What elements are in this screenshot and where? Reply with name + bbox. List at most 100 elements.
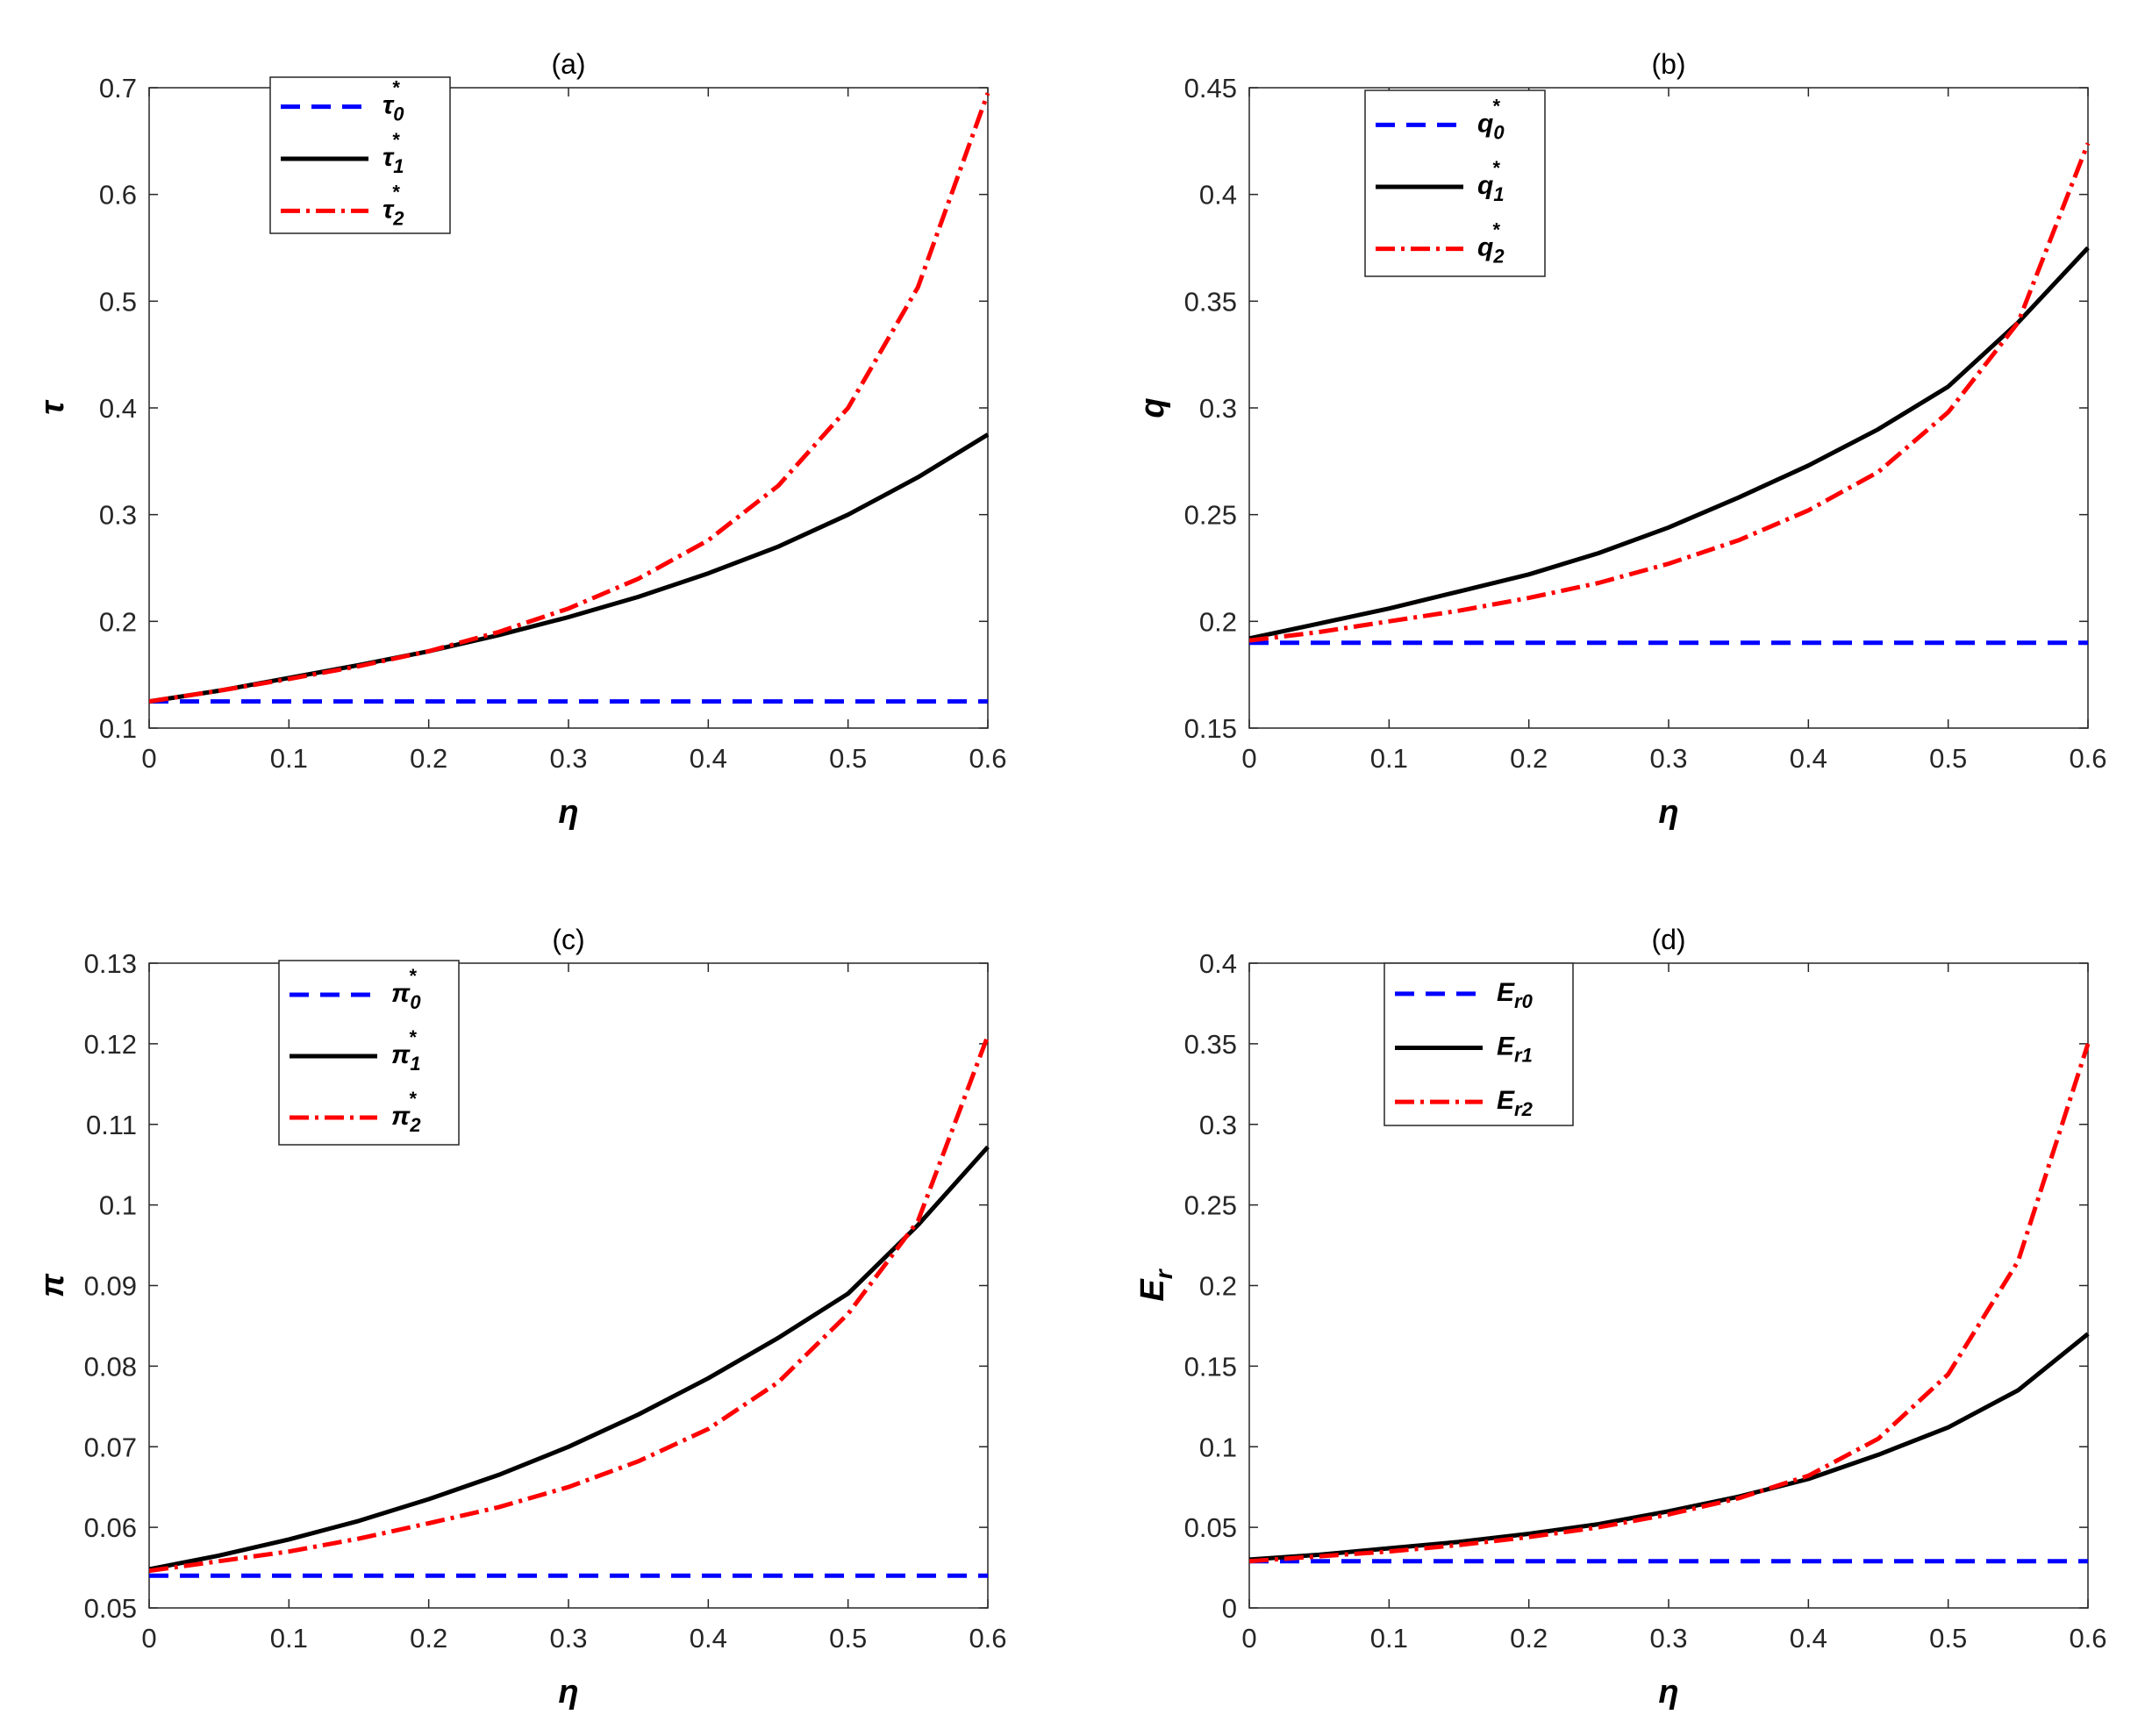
x-tick-label: 0.2: [1510, 743, 1548, 774]
x-tick-label: 0.2: [410, 743, 447, 774]
y-tick-label: 0.09: [84, 1271, 137, 1302]
x-tick-label: 0.3: [1649, 1623, 1687, 1654]
x-tick-label: 0: [1241, 1623, 1256, 1654]
x-axis-label: η: [1658, 1674, 1678, 1711]
y-axis-label: q: [1134, 397, 1171, 418]
legend-label: τ2*: [383, 181, 404, 229]
legend-label: π1*: [391, 1026, 421, 1075]
y-tick-label: 0.1: [99, 1190, 137, 1221]
y-tick-label: 0.3: [99, 500, 137, 531]
x-tick-label: 0.2: [410, 1623, 447, 1654]
series-line-Er1: [1249, 1332, 2090, 1562]
x-tick-label: 0.1: [1370, 1623, 1408, 1654]
legend-label: q0*: [1477, 95, 1505, 143]
legend-label: q1*: [1477, 157, 1505, 205]
x-tick-label: 0.5: [829, 1623, 867, 1654]
x-tick-label: 0: [141, 743, 156, 774]
y-tick-label: 0.11: [86, 1110, 137, 1140]
x-tick-label: 0.3: [1649, 743, 1687, 774]
y-tick-label: 0.35: [1184, 1029, 1237, 1060]
y-tick-label: 0: [1222, 1593, 1237, 1624]
x-tick-label: 0.1: [270, 743, 308, 774]
legend: π0* π1* π2*: [278, 960, 460, 1146]
y-tick-label: 0.7: [99, 73, 137, 104]
y-tick-label: 0.25: [1184, 500, 1237, 531]
series-line-q*2: [1249, 142, 2090, 643]
legend-label: Er0: [1497, 978, 1534, 1012]
y-tick-label: 0.6: [99, 180, 137, 211]
y-tick-label: 0.3: [1199, 393, 1237, 424]
y-tick-label: 0.1: [1199, 1432, 1237, 1462]
legend-box: [278, 960, 460, 1146]
y-tick-label: 0.05: [84, 1593, 137, 1624]
y-tick-label: 0.35: [1184, 286, 1237, 317]
x-tick-label: 0.5: [829, 743, 867, 774]
y-axis-label: Er: [1134, 1268, 1177, 1301]
x-tick-label: 0.4: [1790, 743, 1827, 774]
plot-frame: [148, 962, 989, 1609]
series-line-q*1: [1249, 246, 2090, 641]
chart-panel-c: 0 0.1 0.2 0.3 0.4 0.5 0.6 0.05 0.06 0.07 0.08 0.09 0…: [34, 924, 1007, 1711]
y-tick-label: 0.15: [1184, 1351, 1237, 1382]
chart-panel-d: 0 0.1 0.2 0.3 0.4 0.5 0.6 0 0.05 0.1 0.15 0.2 0.25 0.…: [1134, 924, 2107, 1711]
series-line-τ*2: [149, 92, 990, 704]
legend-label: Er1: [1497, 1032, 1533, 1067]
chart-title: (b): [1651, 48, 1685, 80]
legend-label: Er2: [1497, 1086, 1534, 1120]
x-axis-label: η: [1658, 794, 1678, 831]
y-tick-label: 0.12: [84, 1029, 137, 1060]
legend-box: [269, 76, 451, 234]
legend-label: π0*: [391, 965, 421, 1013]
x-tick-label: 0.1: [1370, 743, 1408, 774]
x-axis-label: η: [558, 1674, 578, 1711]
y-tick-label: 0.3: [1199, 1110, 1237, 1140]
chart-title: (d): [1651, 924, 1685, 955]
x-tick-label: 0.4: [690, 1623, 727, 1654]
x-tick-label: 0.5: [1929, 1623, 1967, 1654]
y-tick-label: 0.2: [99, 606, 137, 637]
y-tick-label: 0.45: [1184, 73, 1237, 104]
x-tick-label: 0.2: [1510, 1623, 1548, 1654]
y-tick-label: 0.05: [1184, 1512, 1237, 1543]
x-tick-label: 0.1: [270, 1623, 308, 1654]
y-tick-label: 0.06: [84, 1512, 137, 1543]
x-tick-label: 0.6: [969, 1623, 1006, 1654]
series-line-Er2: [1249, 1043, 2090, 1564]
y-tick-label: 0.4: [99, 393, 137, 424]
legend-label: π2*: [391, 1088, 421, 1136]
series-line-π*2: [149, 1034, 990, 1574]
x-tick-label: 0: [1241, 743, 1256, 774]
y-tick-label: 0.15: [1184, 713, 1237, 744]
y-axis-label: τ: [34, 399, 71, 415]
legend-label: τ0*: [383, 77, 404, 125]
y-tick-label: 0.2: [1199, 1271, 1237, 1302]
y-tick-label: 0.25: [1184, 1190, 1237, 1221]
y-tick-label: 0.4: [1199, 180, 1237, 211]
series-line-π*1: [149, 1145, 990, 1572]
x-tick-label: 0.6: [2069, 1623, 2106, 1654]
series-line-τ*1: [149, 432, 990, 704]
x-tick-label: 0.3: [549, 743, 587, 774]
x-tick-label: 0.6: [969, 743, 1006, 774]
y-tick-label: 0.5: [99, 286, 137, 317]
legend: Er0 Er1 Er2: [1384, 962, 1574, 1126]
legend-box: [1364, 89, 1546, 277]
chart-title: (c): [552, 924, 584, 955]
y-tick-label: 0.1: [99, 713, 137, 744]
chart-title: (a): [551, 48, 585, 80]
x-tick-label: 0.3: [549, 1623, 587, 1654]
y-tick-label: 0.4: [1199, 948, 1237, 979]
legend: q0* q1* q2*: [1364, 89, 1546, 277]
x-tick-label: 0.4: [1790, 1623, 1827, 1654]
legend: τ0* τ1* τ2*: [269, 76, 451, 234]
legend-box: [1384, 962, 1574, 1126]
x-axis-label: η: [558, 794, 578, 831]
y-axis-label: π: [34, 1273, 71, 1297]
legend-label: τ1*: [383, 129, 404, 177]
y-tick-label: 0.13: [84, 948, 137, 979]
chart-panel-a: 0 0.1 0.2 0.3 0.4 0.5 0.60.10.20.30.40.50.60.7…: [34, 48, 1007, 831]
x-tick-label: 0.5: [1929, 743, 1967, 774]
x-tick-label: 0: [141, 1623, 156, 1654]
y-tick-label: 0.08: [84, 1351, 137, 1382]
